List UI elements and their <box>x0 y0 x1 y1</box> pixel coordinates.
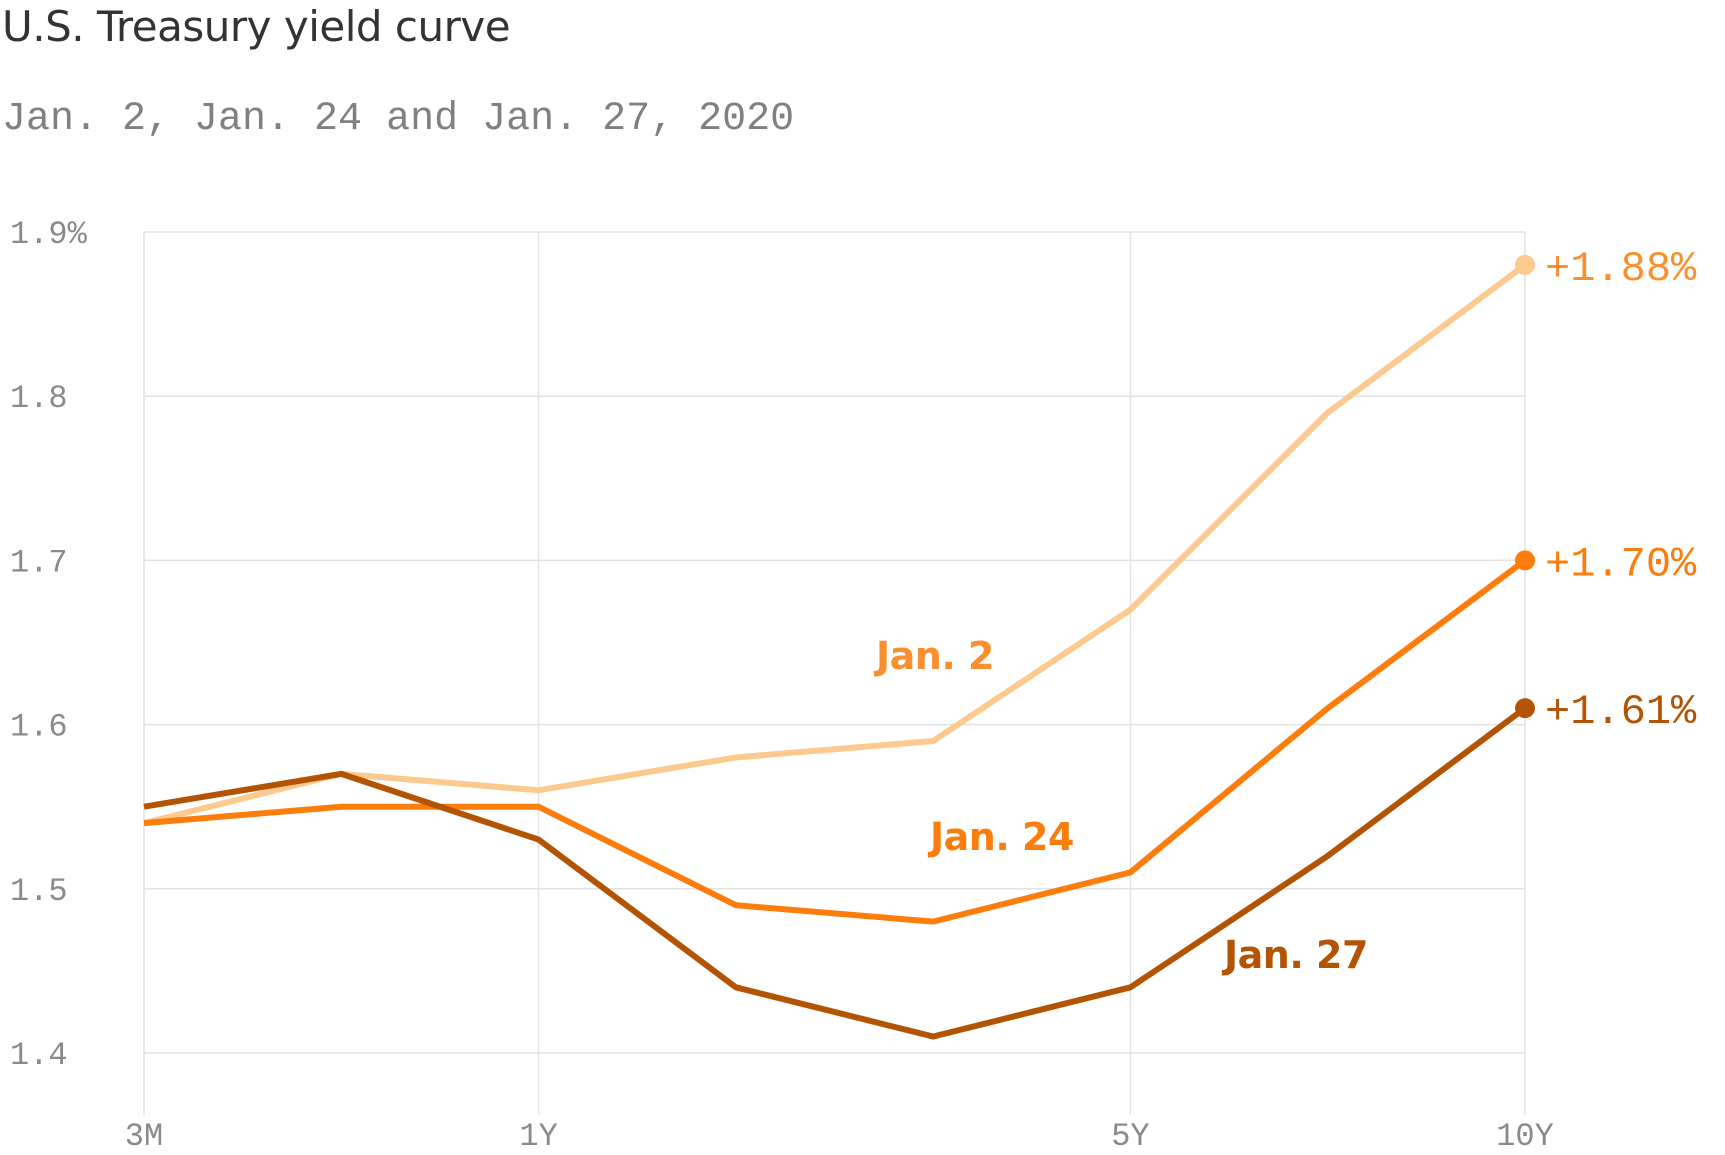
series-name-label: Jan. 2 <box>873 634 994 678</box>
end-value-label: +1.70% <box>1545 540 1697 588</box>
end-points <box>1515 254 1535 719</box>
series-lines <box>143 262 1527 1040</box>
x-tick-label: 1Y <box>519 1118 557 1155</box>
chart-title: U.S. Treasury yield curve <box>2 2 511 51</box>
x-gridlines <box>143 232 1526 1115</box>
chart-subtitle: Jan. 2, Jan. 24 and Jan. 27, 2020 <box>2 97 795 142</box>
y-gridlines <box>144 231 1525 1054</box>
series-line <box>143 705 1527 1040</box>
y-tick-label: 1.4 <box>10 1037 68 1074</box>
y-axis-ticks: 1.4 1.5 1.6 1.7 1.8 1.9% <box>10 216 88 1074</box>
y-tick-label: 1.7 <box>10 544 68 581</box>
series-name-label: Jan. 24 <box>927 815 1074 859</box>
x-tick-label: 3M <box>125 1118 163 1155</box>
end-point <box>1515 698 1535 719</box>
y-tick-label: 1.5 <box>10 873 68 910</box>
end-labels: +1.88% +1.70% +1.61% <box>1545 245 1697 736</box>
y-tick-label: 1.9% <box>10 216 88 253</box>
end-point <box>1515 254 1535 275</box>
x-tick-label: 5Y <box>1111 1118 1149 1155</box>
series-line <box>143 557 1527 925</box>
end-value-label: +1.88% <box>1545 245 1697 293</box>
series-name-label: Jan. 27 <box>1221 933 1368 977</box>
series-line <box>143 262 1527 827</box>
end-point <box>1515 550 1535 571</box>
y-tick-label: 1.6 <box>10 709 68 746</box>
x-axis-ticks: 3M 1Y 5Y 10Y <box>125 1118 1554 1155</box>
x-tick-label: 10Y <box>1496 1118 1554 1155</box>
end-value-label: +1.61% <box>1545 688 1697 736</box>
y-tick-label: 1.8 <box>10 380 68 417</box>
series-labels: Jan. 2 Jan. 24 Jan. 27 <box>873 634 1368 977</box>
